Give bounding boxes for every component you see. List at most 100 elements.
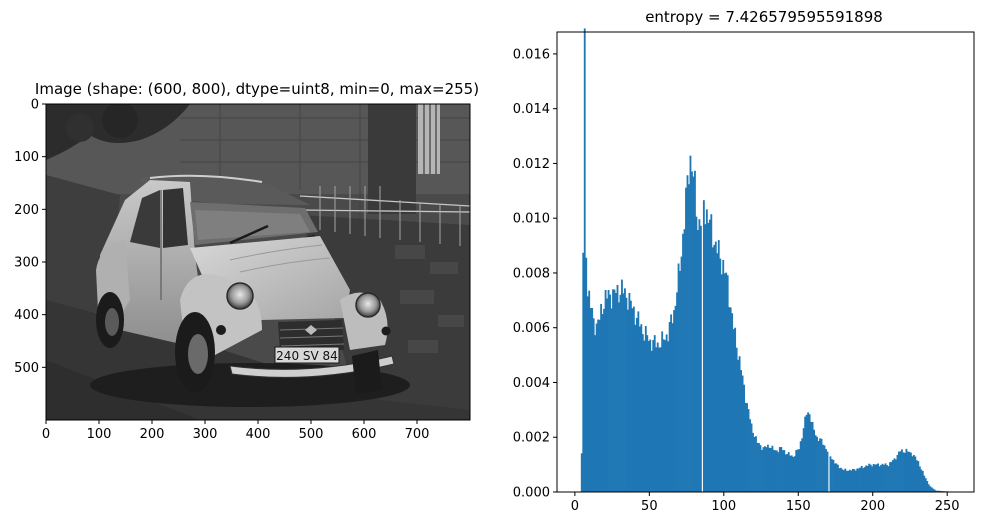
histogram-bar — [704, 224, 707, 492]
histogram-bar — [649, 339, 652, 492]
histogram-bar — [655, 347, 658, 492]
histogram-y-tick-label: 0.002 — [513, 431, 550, 446]
image-x-tick-label: 600 — [352, 427, 377, 442]
histogram-bar — [912, 454, 915, 492]
histogram-bar — [823, 445, 826, 492]
histogram-bar — [775, 450, 778, 492]
histogram-bar — [789, 455, 792, 492]
histogram-bar — [778, 447, 781, 492]
histogram-bar — [834, 463, 836, 492]
histogram-bar — [609, 294, 611, 492]
histogram-bar — [628, 292, 631, 492]
histogram-bar — [890, 461, 893, 492]
histogram-bar — [582, 252, 585, 492]
histogram-bar — [822, 444, 824, 492]
histogram-bar — [692, 176, 695, 492]
histogram-title: entropy = 7.426579595591898 — [645, 8, 883, 26]
histogram-bar — [935, 490, 938, 492]
histogram-bar — [927, 484, 930, 492]
histogram-bar — [862, 468, 865, 492]
histogram-bar — [728, 307, 731, 492]
histogram-bar — [904, 452, 906, 492]
histogram-x-tick-label: 100 — [711, 499, 736, 514]
histogram-bar — [604, 289, 607, 492]
histogram-bar — [859, 467, 862, 492]
histogram-bar — [682, 233, 684, 493]
histogram-bar — [909, 452, 912, 492]
histogram-bar — [905, 448, 908, 492]
histogram-bar — [911, 456, 914, 492]
histogram-bar — [787, 452, 790, 492]
histogram-bar — [713, 244, 716, 492]
histogram-bar — [647, 340, 650, 492]
histogram-bar — [725, 272, 728, 492]
histogram-bar — [606, 298, 608, 492]
histogram-bar — [729, 307, 732, 492]
histogram-bar — [750, 423, 753, 492]
histogram-bar — [921, 470, 924, 492]
histogram-bar — [769, 448, 772, 492]
histogram-bar — [755, 436, 757, 492]
histogram-bar — [838, 468, 841, 492]
histogram-bar — [592, 318, 595, 492]
histogram-bar — [629, 300, 632, 492]
histogram-bar — [674, 305, 677, 492]
histogram-bar — [591, 308, 594, 492]
histogram-bar — [819, 438, 821, 492]
histogram-bar — [802, 428, 805, 492]
histogram-x-tick-label: 200 — [860, 499, 885, 514]
histogram-bar — [622, 293, 625, 492]
histogram-bar — [847, 470, 850, 492]
histogram-bar — [661, 331, 664, 492]
histogram-bar — [936, 490, 939, 492]
histogram-bar — [719, 258, 722, 492]
histogram-bar — [771, 445, 774, 492]
histogram-bar — [603, 308, 606, 492]
histogram-bar — [673, 310, 676, 492]
histogram-bar — [656, 342, 659, 492]
histogram-bar — [914, 456, 917, 492]
histogram-bar — [632, 306, 635, 492]
histogram-bar — [600, 303, 603, 492]
histogram-bar — [635, 317, 638, 492]
histogram-bar — [887, 466, 890, 492]
histogram-bar — [930, 487, 933, 492]
histogram-bar — [777, 452, 780, 492]
histogram-bar — [679, 270, 681, 492]
histogram-bar — [646, 335, 649, 492]
histogram-bar — [932, 488, 935, 492]
histogram-bar — [696, 230, 699, 492]
licence-plate-text: 240 SV 84 — [276, 349, 338, 363]
histogram-bar — [786, 453, 789, 492]
histogram-bar — [607, 289, 610, 492]
histogram-bar — [677, 263, 680, 492]
histogram-y-tick-label: 0.014 — [513, 102, 550, 117]
histogram-bar — [667, 341, 670, 492]
histogram-bar — [594, 335, 597, 492]
histogram-bar — [759, 445, 762, 492]
histogram-bar — [752, 432, 754, 492]
histogram-panel: entropy = 7.426579595591898 0 50 100 150 200… — [513, 8, 975, 514]
histogram-bar — [685, 187, 687, 493]
histogram-bar — [598, 319, 601, 492]
histogram-bar — [737, 359, 740, 492]
histogram-bar — [860, 465, 863, 492]
histogram-bar — [662, 339, 665, 492]
histogram-bar — [601, 314, 604, 492]
histogram-bar — [878, 466, 881, 492]
histogram-bar — [796, 449, 799, 492]
image-title: Image (shape: (600, 800), dtype=uint8, m… — [35, 80, 479, 98]
histogram-bar — [832, 459, 835, 492]
histogram-bar — [908, 451, 911, 492]
histogram-y-tick-label: 0.004 — [513, 376, 550, 391]
histogram-bars — [580, 28, 955, 493]
histogram-bar — [758, 443, 760, 492]
histogram-bar — [856, 468, 859, 492]
histogram-bar — [836, 464, 839, 492]
histogram-bar — [933, 489, 936, 492]
histogram-bar — [686, 175, 689, 492]
histogram-bar — [835, 463, 838, 492]
histogram-bar — [906, 451, 909, 492]
histogram-bar — [808, 414, 811, 492]
histogram-bar — [586, 296, 589, 492]
